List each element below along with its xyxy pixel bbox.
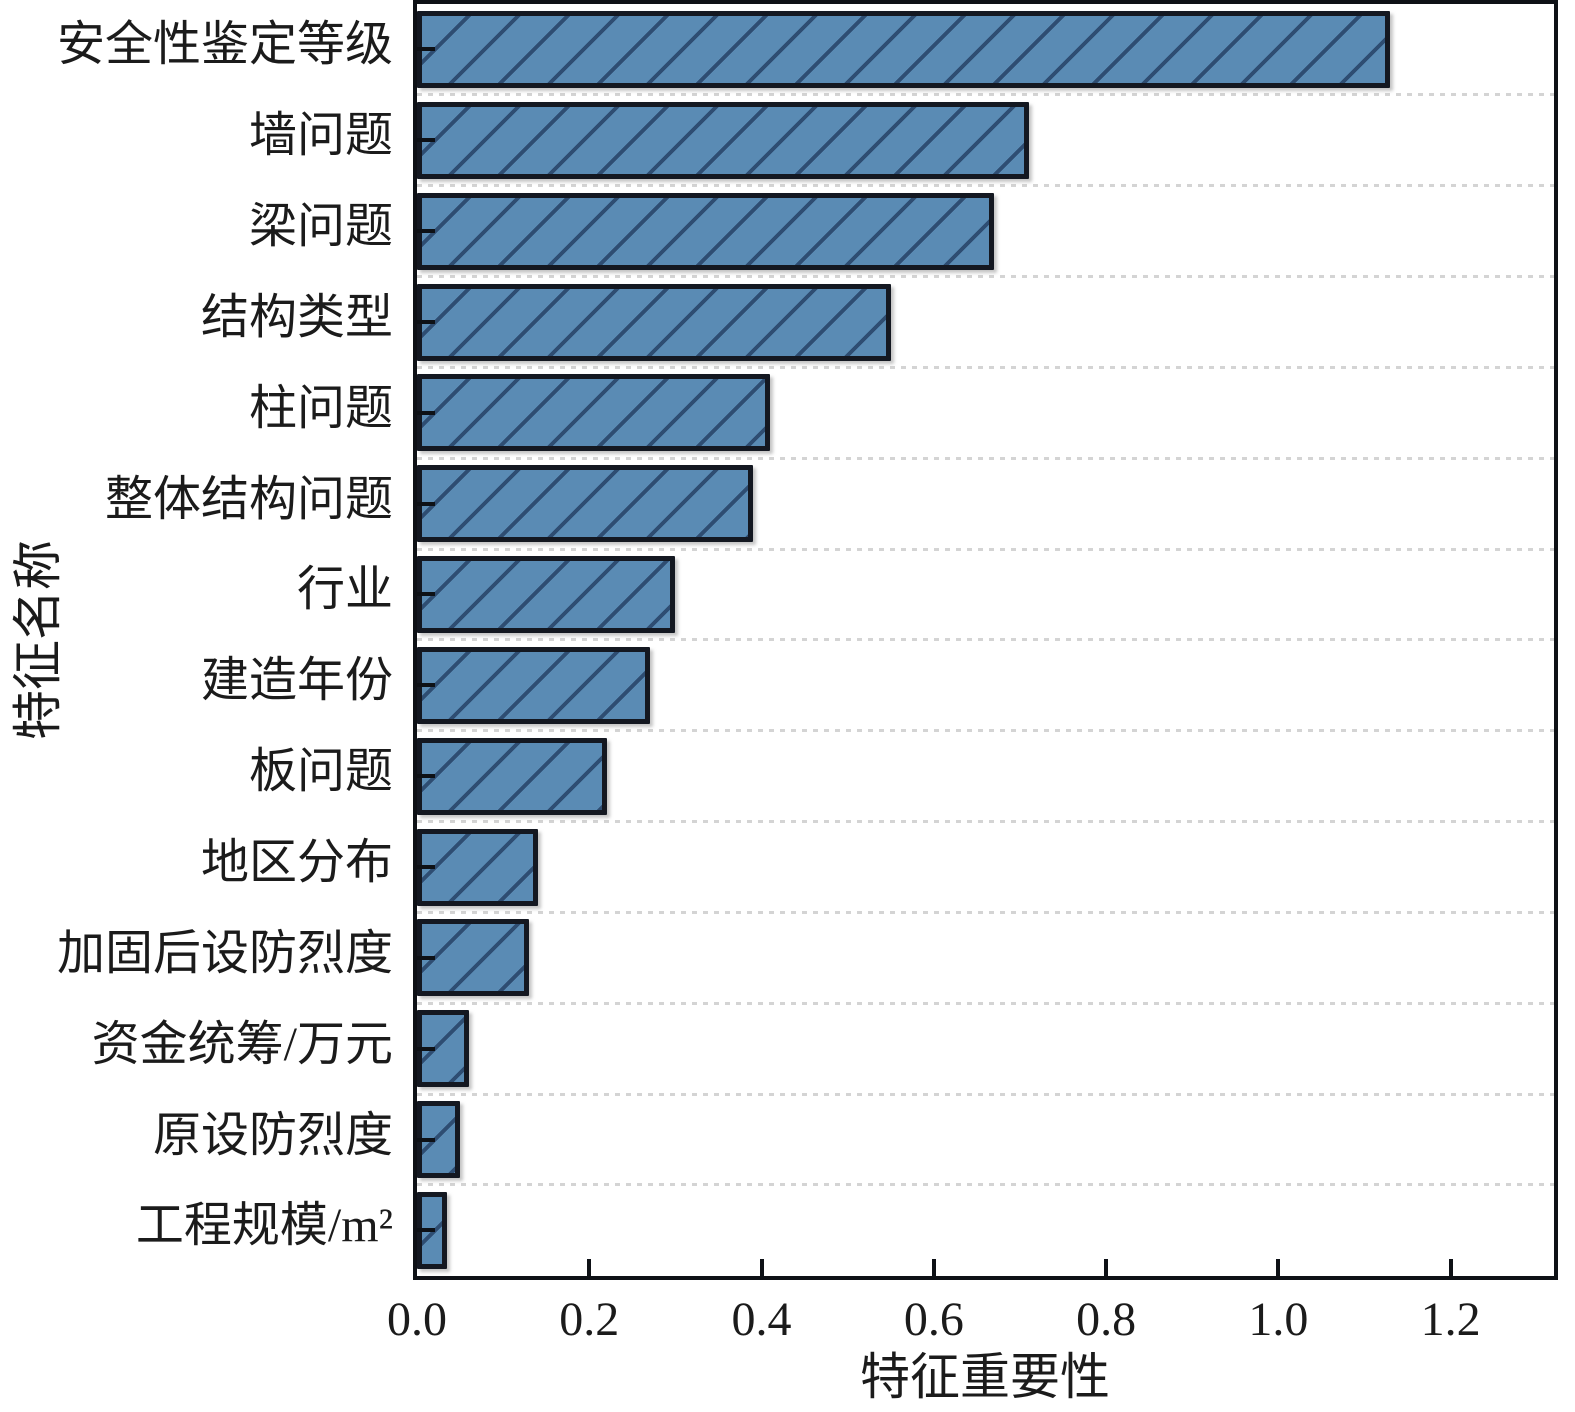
bar (417, 465, 753, 543)
bar-row (417, 1185, 1554, 1276)
category-label: 板问题 (248, 745, 393, 799)
bar (417, 737, 607, 815)
y-axis-tick (417, 774, 435, 779)
x-axis-title: 特征重要性 (860, 1349, 1110, 1405)
bar-row (417, 95, 1554, 188)
x-axis-tick (759, 1259, 764, 1276)
grid-line (417, 365, 1554, 369)
category-labels: 安全性鉴定等级墙问题梁问题结构类型柱问题整体结构问题行业建造年份板问题地区分布加… (0, 0, 413, 1280)
x-tick-label: 0.2 (559, 1293, 620, 1346)
bar-row (417, 731, 1554, 824)
y-axis-tick (417, 410, 435, 415)
category-label: 工程规模/m² (135, 1199, 393, 1253)
x-axis-tick (587, 1259, 592, 1276)
x-tick-label: 1.0 (1248, 1293, 1309, 1346)
bar-row (417, 1094, 1554, 1187)
y-axis-tick (417, 47, 435, 52)
bar (417, 646, 650, 724)
category-label: 墙问题 (248, 109, 393, 163)
grid-line (417, 910, 1554, 914)
grid-line (417, 1092, 1554, 1096)
category-label: 建造年份 (200, 654, 393, 708)
bar (417, 828, 538, 906)
bar (417, 919, 529, 997)
category-label: 加固后设防烈度 (56, 926, 393, 980)
bar (417, 374, 771, 452)
y-axis-tick (417, 229, 435, 234)
y-axis-tick (417, 955, 435, 960)
category-label: 结构类型 (200, 290, 393, 344)
category-label: 地区分布 (200, 836, 393, 890)
x-tick-label: 0.6 (903, 1293, 964, 1346)
x-tick-label: 0.4 (731, 1293, 792, 1346)
x-axis-tick (1448, 1259, 1453, 1276)
x-tick-label: 0.8 (1076, 1293, 1137, 1346)
grid-line (417, 93, 1554, 97)
x-tick-labels: 0.0 0.2 0.4 0.6 0.8 1.0 1.2 (387, 1293, 1554, 1354)
grid-line (417, 184, 1554, 188)
y-axis-tick (417, 865, 435, 870)
bar (417, 11, 1391, 88)
category-label: 整体结构问题 (104, 472, 393, 526)
y-axis-tick (417, 319, 435, 324)
y-axis-tick (417, 501, 435, 506)
bar-row (417, 912, 1554, 1005)
x-tick-label: 0.0 (387, 1293, 447, 1346)
y-axis-tick (417, 1228, 435, 1233)
grid-line (417, 1183, 1554, 1187)
bar-row (417, 367, 1554, 460)
bar-row (417, 186, 1554, 279)
x-axis-tick (1104, 1259, 1109, 1276)
grid-line (417, 1001, 1554, 1005)
bar-row (417, 822, 1554, 914)
category-label: 行业 (296, 563, 393, 617)
bar (417, 101, 1029, 179)
x-axis-tick (1276, 1259, 1281, 1276)
bar-row (417, 4, 1554, 97)
x-axis-tick (931, 1259, 936, 1276)
y-axis-tick (417, 138, 435, 143)
x-tick-label: 1.2 (1420, 1293, 1481, 1346)
bar-row (417, 549, 1554, 642)
y-axis-tick (417, 683, 435, 688)
category-label: 原设防烈度 (152, 1108, 393, 1162)
bar (417, 556, 676, 634)
bar-row (417, 277, 1554, 369)
bar (417, 192, 995, 270)
category-label: 资金统筹/万元 (91, 1017, 393, 1071)
bar (417, 283, 891, 361)
grid-line (417, 275, 1554, 279)
grid-line (417, 547, 1554, 551)
bars-layer (417, 4, 1554, 1276)
y-axis-tick (417, 1046, 435, 1051)
grid-line (417, 820, 1554, 824)
y-axis-tick (417, 1137, 435, 1142)
category-label: 梁问题 (248, 200, 393, 254)
category-label: 安全性鉴定等级 (56, 18, 393, 72)
grid-line (417, 638, 1554, 642)
bar-row (417, 640, 1554, 733)
bar-row (417, 1003, 1554, 1096)
grid-line (417, 729, 1554, 733)
category-label: 柱问题 (248, 381, 393, 435)
plot-area (413, 0, 1558, 1280)
grid-line (417, 456, 1554, 460)
y-axis-tick (417, 592, 435, 597)
bar-row (417, 458, 1554, 551)
